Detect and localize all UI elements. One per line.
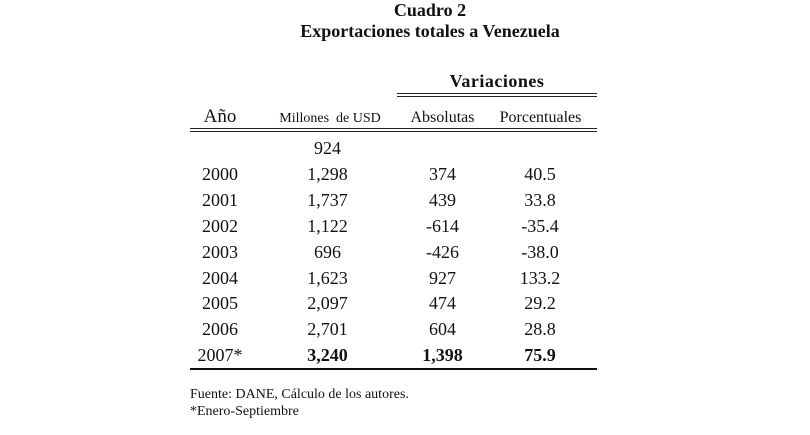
cell-pct: 29.2	[524, 293, 556, 314]
footnote-source: Fuente: DANE, Cálculo de los autores.	[190, 387, 409, 402]
header-divider	[190, 128, 597, 132]
cell-abs: 927	[429, 267, 456, 288]
cell-value: 1,298	[307, 163, 348, 184]
group-divider	[397, 93, 597, 97]
cell-abs: -614	[426, 215, 459, 236]
cell-value: 2,701	[307, 319, 348, 340]
cell-value: 2,097	[307, 293, 348, 314]
cell-abs: -426	[426, 241, 459, 262]
table-bottom-rule	[190, 368, 597, 370]
cell-year: 2001	[202, 189, 238, 210]
header-year: Año	[203, 106, 237, 127]
cell-pct: 28.8	[524, 319, 556, 340]
cell-abs: 604	[429, 319, 456, 340]
cell-value: 924	[314, 138, 341, 158]
cell-value: 1,623	[307, 267, 348, 288]
table-row: 2003 696 -426 -38.0	[0, 242, 810, 268]
cell-year: 2000	[202, 163, 238, 184]
header-absolutas: Absolutas	[410, 109, 475, 126]
cell-value: 696	[314, 241, 341, 262]
cell-year: 2003	[202, 241, 238, 262]
header-porcentuales: Porcentuales	[499, 109, 582, 126]
cell-pct: 40.5	[524, 163, 556, 184]
table-row: 2007* 3,240 1,398 75.9	[0, 345, 810, 371]
cell-year: 2002	[202, 215, 238, 236]
table-row: 2005 2,097 474 29.2	[0, 293, 810, 319]
cell-year: 2006	[202, 319, 238, 340]
cell-pct: -35.4	[521, 215, 559, 236]
table-row: 2001 1,737 439 33.8	[0, 190, 810, 216]
cell-pct: 133.2	[519, 267, 561, 288]
cell-value: 1,737	[307, 189, 348, 210]
cell-pct: -38.0	[521, 241, 559, 262]
cell-abs: 1,398	[422, 345, 463, 366]
footnote-period: *Enero-Septiembre	[190, 404, 299, 419]
cell-pct: 33.8	[524, 189, 556, 210]
cell-value: 3,240	[307, 345, 348, 366]
cell-year: 2005	[202, 293, 238, 314]
cell-abs: 474	[429, 293, 456, 314]
table-row: 2004 1,623 927 133.2	[0, 268, 810, 294]
header-value: Millones de USD	[279, 111, 381, 126]
table-title: Cuadro 2	[393, 0, 467, 20]
table-subtitle: Exportaciones totales a Venezuela	[300, 21, 560, 41]
cell-abs: 439	[429, 189, 456, 210]
cell-pct: 75.9	[524, 345, 556, 366]
table-row: 2006 2,701 604 28.8	[0, 319, 810, 345]
cell-year: 2004	[202, 267, 238, 288]
table-row: 2002 1,122 -614 -35.4	[0, 216, 810, 242]
table-row: 924	[0, 138, 810, 164]
cell-value: 1,122	[307, 215, 348, 236]
variaciones-header: Variaciones	[449, 71, 545, 91]
cell-year: 2007*	[197, 345, 243, 366]
table-row: 2000 1,298 374 40.5	[0, 164, 810, 190]
cell-abs: 374	[429, 163, 456, 184]
